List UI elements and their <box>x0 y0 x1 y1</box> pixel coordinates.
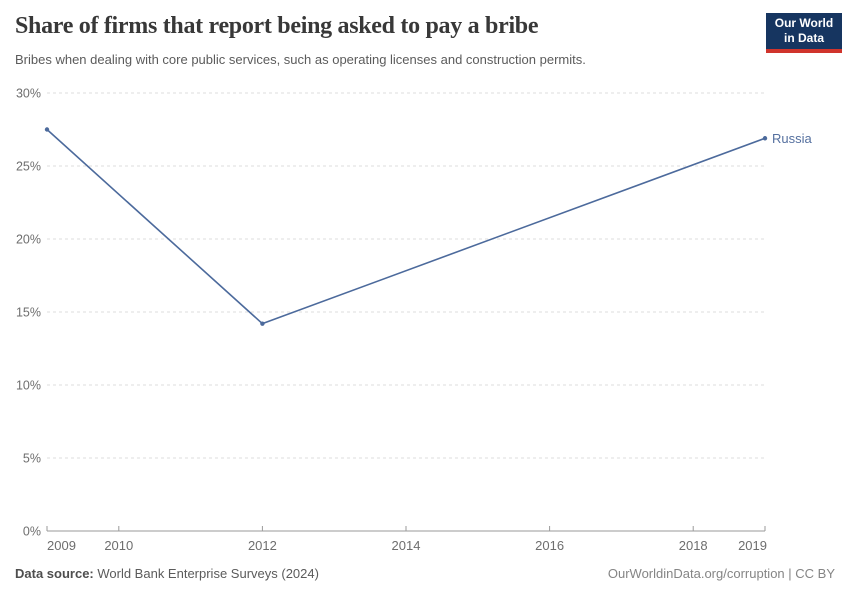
x-axis-tick-label: 2009 <box>47 538 76 553</box>
data-source-label: Data source: <box>15 566 94 581</box>
data-line-russia[interactable] <box>46 128 766 325</box>
data-point[interactable] <box>44 127 50 132</box>
y-axis-tick-label: 30% <box>16 87 41 101</box>
y-axis-tick-label: 25% <box>16 160 41 174</box>
footer-credit-link[interactable]: OurWorldinData.org/corruption | CC BY <box>607 566 835 581</box>
data-source: Data source: World Bank Enterprise Surve… <box>15 566 319 581</box>
chart-subtitle: Bribes when dealing with core public ser… <box>15 52 586 67</box>
owid-logo-line2: in Data <box>783 31 824 45</box>
x-axis-tick-label: 2016 <box>535 538 564 553</box>
data-point[interactable] <box>762 136 768 141</box>
y-axis-tick-label: 0% <box>23 525 41 539</box>
y-axis-tick-label: 5% <box>23 452 41 466</box>
x-axis-tick-label: 2014 <box>392 538 421 553</box>
x-axis-tick-label: 2019 <box>738 538 767 553</box>
chart-footer: Data source: World Bank Enterprise Surve… <box>15 566 835 581</box>
y-axis-tick-label: 15% <box>16 306 41 320</box>
owid-logo[interactable]: Our World in Data <box>766 13 842 53</box>
y-axis-tick-label: 10% <box>16 379 41 393</box>
data-point[interactable] <box>260 321 265 326</box>
series-end-label[interactable]: Russia <box>772 131 813 146</box>
data-source-value: World Bank Enterprise Surveys (2024) <box>93 566 319 581</box>
x-axis-tick-label: 2018 <box>679 538 708 553</box>
owid-logo-line1: Our World <box>774 16 834 30</box>
x-axis-tick-label: 2010 <box>104 538 133 553</box>
y-axis-tick-label: 20% <box>16 233 41 247</box>
x-axis-tick-label: 2012 <box>248 538 277 553</box>
page-title: Share of firms that report being asked t… <box>15 13 539 39</box>
